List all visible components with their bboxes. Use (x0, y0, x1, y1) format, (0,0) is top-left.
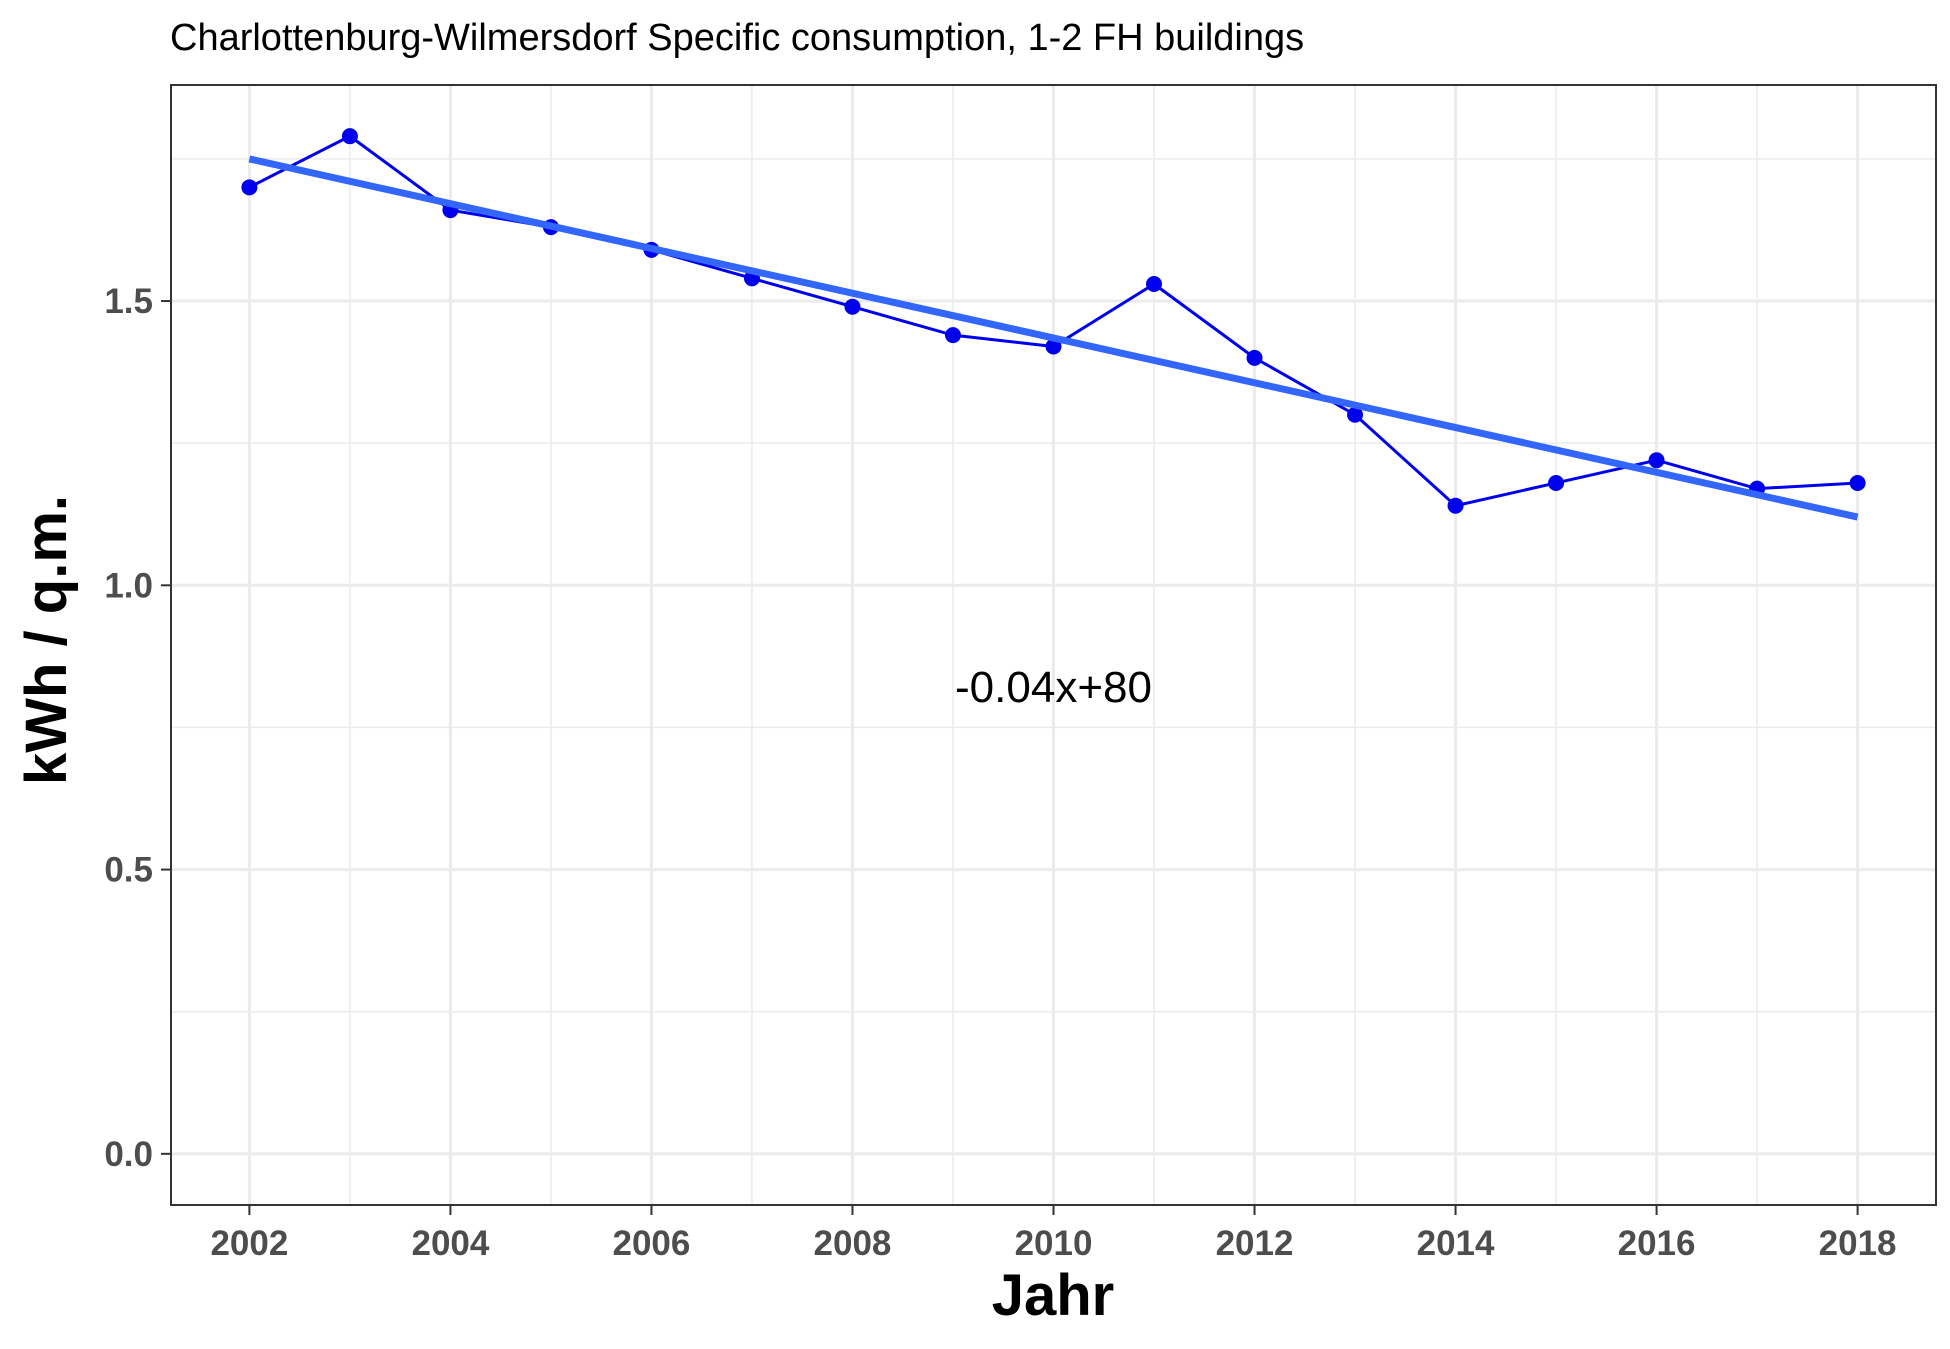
y-tick-label: 1.0 (104, 566, 153, 605)
grid (171, 85, 1936, 1205)
x-tick-label: 2008 (814, 1224, 892, 1263)
x-tick-label: 2012 (1216, 1224, 1294, 1263)
data-point (1548, 474, 1565, 491)
chart-title: Charlottenburg-Wilmersdorf Specific cons… (170, 17, 1304, 59)
data-point (1849, 474, 1866, 491)
trend-equation-annotation: -0.04x+80 (955, 663, 1152, 712)
data-point (1246, 349, 1263, 366)
x-axis-title: Jahr (992, 1263, 1115, 1328)
y-axis-title: kWh / q.m. (14, 495, 79, 785)
x-tick-label: 2004 (411, 1224, 489, 1263)
y-tick-label: 0.0 (104, 1135, 153, 1174)
y-tick-label: 0.5 (104, 851, 153, 890)
x-tick-label: 2016 (1618, 1224, 1696, 1263)
data-point (1347, 406, 1364, 423)
axes: 2002 2004 2006 2008 2010 2012 2014 2016 2018 0.0 0… (104, 282, 1896, 1263)
data-point (341, 128, 358, 145)
data-point (1045, 338, 1062, 355)
plot-panel: -0.04x+80 2002 2004 2006 2008 2010 2012 2014 201… (104, 84, 1937, 1263)
data-point (944, 327, 961, 344)
data-point (844, 298, 861, 315)
x-tick-label: 2018 (1819, 1224, 1897, 1263)
data-point (1146, 275, 1163, 292)
data-point (1447, 497, 1464, 514)
trend-line (248, 155, 1859, 521)
x-tick-label: 2002 (210, 1224, 288, 1263)
data-point (241, 179, 258, 196)
x-tick-label: 2010 (1015, 1224, 1093, 1263)
y-tick-label: 1.5 (104, 282, 153, 321)
x-tick-label: 2006 (613, 1224, 691, 1263)
data-point (1648, 452, 1665, 469)
x-tick-label: 2014 (1417, 1224, 1495, 1263)
